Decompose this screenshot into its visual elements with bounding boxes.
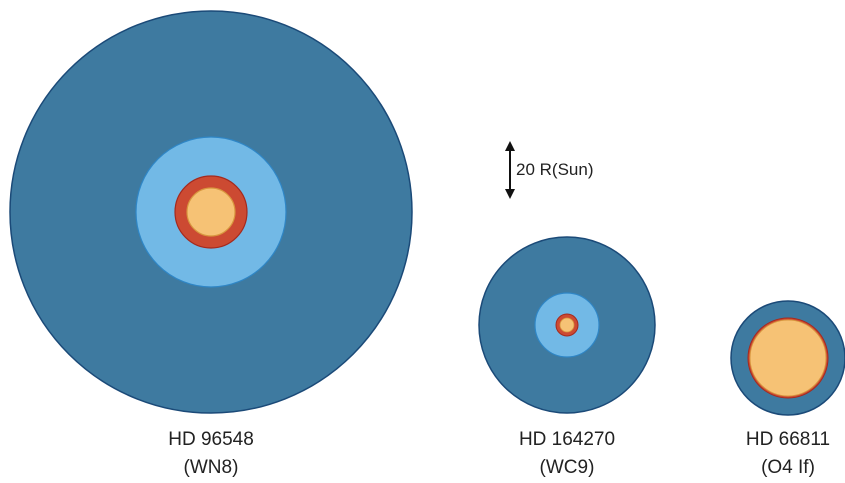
star-1-type-label: (WN8) <box>184 457 239 478</box>
scale-bar: 20 R(Sun) <box>510 146 593 194</box>
star-3-name-label: HD 66811 <box>746 429 830 450</box>
scale-bar-label: 20 R(Sun) <box>516 160 593 179</box>
star-3-core <box>750 320 826 396</box>
star-hd-96548: HD 96548 (WN8) <box>10 11 412 478</box>
star-2-type-label: (WC9) <box>540 457 595 478</box>
star-1-core <box>187 188 235 236</box>
star-3-type-label: (O4 If) <box>761 457 815 478</box>
star-hd-164270: HD 164270 (WC9) <box>479 237 655 478</box>
star-1-name-label: HD 96548 <box>168 429 254 450</box>
star-hd-66811: HD 66811 (O4 If) <box>731 301 845 478</box>
star-2-name-label: HD 164270 <box>519 429 615 450</box>
star-2-core <box>560 318 574 332</box>
